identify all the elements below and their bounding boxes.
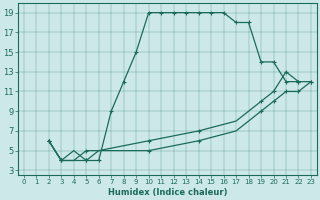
X-axis label: Humidex (Indice chaleur): Humidex (Indice chaleur) <box>108 188 227 197</box>
